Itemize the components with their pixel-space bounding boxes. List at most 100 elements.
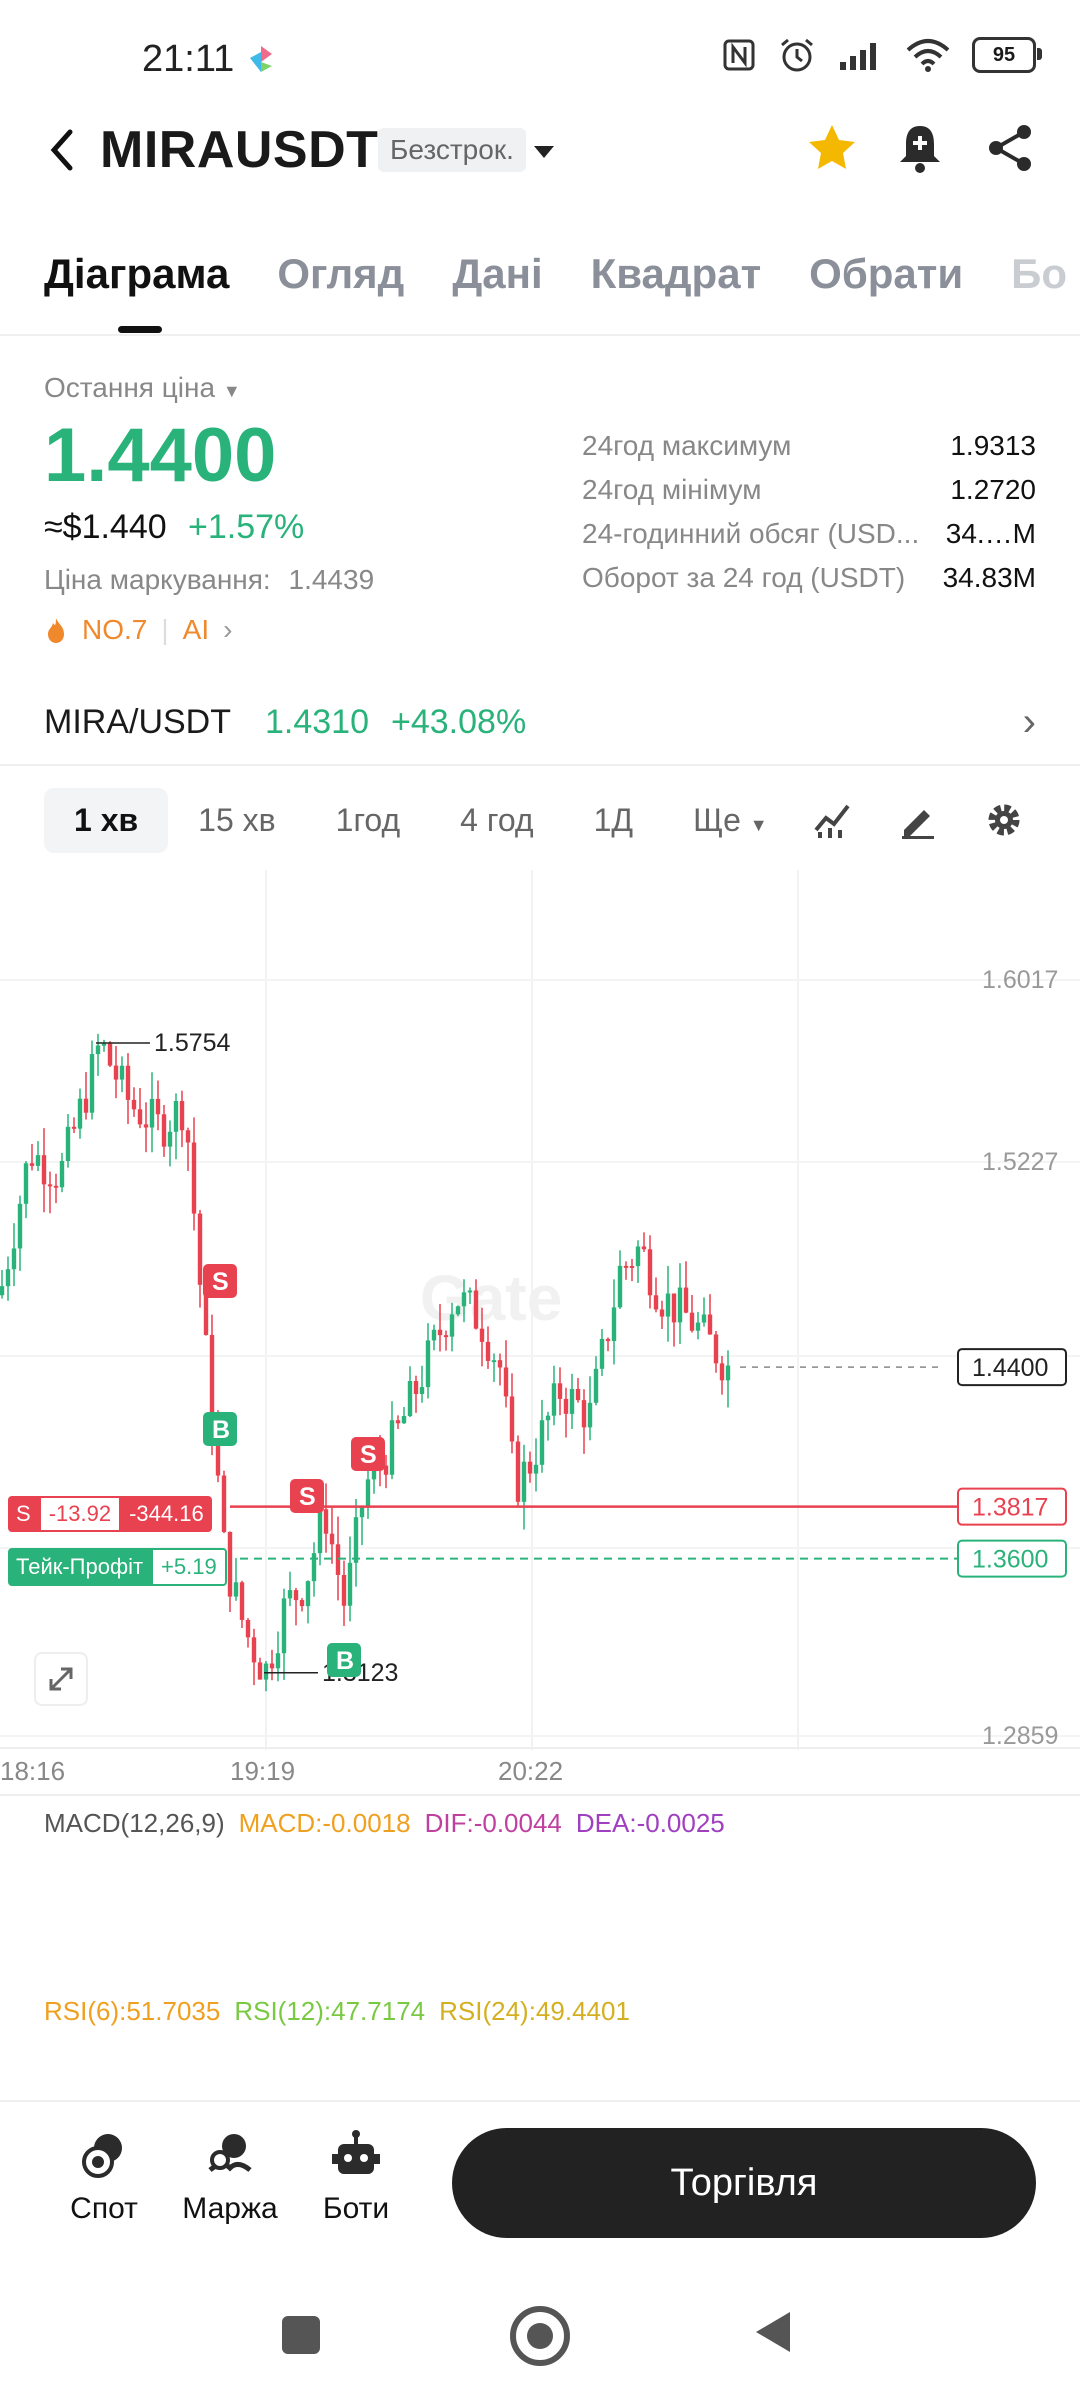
- candle-body: [563, 1398, 569, 1414]
- system-back-button[interactable]: [752, 2308, 794, 2356]
- order-price-tag-box: [957, 1487, 1067, 1526]
- candle-body: [281, 1598, 287, 1654]
- symbol-title[interactable]: MIRAUSDT: [100, 121, 379, 179]
- status-icons: 95: [722, 36, 1042, 74]
- take-profit-price-tag: 1.3600: [972, 1546, 1048, 1574]
- stats-panel: 24год максимум 1.9313 24год мінімум 1.2720…: [582, 424, 1036, 600]
- tab-chart[interactable]: Діаграма: [44, 250, 230, 297]
- tab-bots[interactable]: Бо: [1011, 250, 1068, 297]
- nav-margin[interactable]: Маржа: [170, 2130, 290, 2226]
- high-price-label: 1.5754: [154, 1029, 231, 1057]
- candle-body: [455, 1306, 461, 1315]
- rank-separator: |: [161, 614, 169, 645]
- expand-icon: [49, 1667, 73, 1691]
- candle-body: [413, 1381, 419, 1394]
- candle-body: [395, 1420, 401, 1424]
- candle-body: [605, 1338, 611, 1342]
- trade-marker-label: S: [212, 1268, 229, 1296]
- timeframe-more[interactable]: Ще ▼: [663, 788, 798, 853]
- stat-value: 34.…M: [945, 518, 1036, 549]
- timeframe-15m[interactable]: 15 хв: [198, 802, 276, 838]
- candle-body: [329, 1533, 335, 1545]
- candle-body: [35, 1155, 41, 1166]
- candle-body: [221, 1475, 227, 1533]
- candle-body: [485, 1341, 491, 1361]
- candle-body: [143, 1124, 149, 1128]
- mark-price-value: 1.4439: [288, 564, 375, 595]
- flame-icon: [48, 618, 64, 643]
- stat-24h-turnover: Оборот за 24 год (USDT) 34.83M: [582, 556, 1036, 600]
- candle-body: [53, 1185, 59, 1188]
- candle-body: [239, 1582, 245, 1620]
- last-price-label: Остання ціна: [44, 372, 216, 403]
- main-tabs: Діаграма Огляд Дані Квадрат Обрати Бо: [44, 250, 1067, 298]
- tab-data[interactable]: Дані: [452, 250, 543, 297]
- candle-body: [41, 1155, 47, 1185]
- stat-24h-high: 24год максимум 1.9313: [582, 424, 1036, 468]
- candlestick-chart[interactable]: Gate 1.6017 1.5227 1.2859 18:16 19:19 20:22 1.5…: [0, 870, 1080, 1800]
- stat-value: 1.9313: [950, 430, 1036, 461]
- current-price-tag-box: [957, 1348, 1067, 1387]
- tab-square[interactable]: Квадрат: [590, 250, 762, 297]
- tab-overview[interactable]: Огляд: [277, 250, 405, 297]
- candle-body: [419, 1387, 425, 1394]
- candle-body: [227, 1532, 233, 1597]
- take-profit-value: +5.19: [151, 1548, 227, 1586]
- nav-spot-label: Спот: [70, 2192, 138, 2225]
- candle-body: [557, 1383, 563, 1399]
- last-price-label-row[interactable]: Остання ціна ▼: [44, 372, 241, 404]
- timeframe-1m[interactable]: 1 хв: [44, 788, 169, 853]
- chevron-down-icon[interactable]: [532, 142, 556, 162]
- candle-body: [101, 1043, 107, 1046]
- drawing-pen-icon[interactable]: [898, 800, 938, 840]
- nav-spot[interactable]: Спот: [44, 2130, 164, 2226]
- candle-body: [23, 1163, 29, 1204]
- candle-body: [611, 1307, 617, 1342]
- candle-body: [461, 1292, 467, 1307]
- position-tag[interactable]: S -13.92 -344.16: [8, 1496, 212, 1532]
- trade-marker-label: B: [212, 1416, 230, 1444]
- candle-body: [689, 1312, 695, 1331]
- macd-dif: DIF:-0.0044: [424, 1808, 562, 1838]
- candle-body: [719, 1363, 725, 1381]
- candle-body: [653, 1295, 659, 1310]
- contract-type-badge[interactable]: Безстрок.: [378, 128, 526, 172]
- chart-settings-gear-icon[interactable]: [984, 800, 1024, 840]
- take-profit-tag[interactable]: Тейк-Профіт +5.19: [8, 1548, 227, 1586]
- candle-body: [191, 1142, 197, 1214]
- active-tab-indicator: [118, 326, 162, 333]
- timeframe-1d[interactable]: 1Д: [593, 802, 634, 838]
- share-icon[interactable]: [986, 122, 1034, 174]
- timeframe-1h[interactable]: 1год: [335, 802, 401, 838]
- tab-select[interactable]: Обрати: [809, 250, 964, 297]
- indicators-icon[interactable]: [812, 800, 852, 840]
- candle-body: [209, 1334, 215, 1436]
- back-arrow-icon[interactable]: [44, 122, 78, 178]
- candle-body: [509, 1396, 515, 1442]
- trade-button[interactable]: Торгівля: [452, 2128, 1036, 2238]
- candle-body: [449, 1314, 455, 1337]
- candle-body: [257, 1662, 263, 1680]
- fullscreen-button[interactable]: [34, 1652, 88, 1706]
- price-alert-bell-icon[interactable]: [896, 122, 944, 174]
- candle-body: [341, 1574, 347, 1606]
- candle-body: [683, 1287, 689, 1313]
- timeframe-more-label: Ще: [693, 802, 741, 838]
- trade-marker: [351, 1437, 385, 1471]
- favorite-star-icon[interactable]: [806, 122, 858, 174]
- candle-body: [317, 1509, 323, 1554]
- nav-bots[interactable]: Боти: [296, 2130, 416, 2226]
- system-recents-button[interactable]: [282, 2316, 320, 2354]
- candle-body: [491, 1360, 497, 1363]
- spot-pair-row[interactable]: MIRA/USDT 1.4310 +43.08% ›: [44, 700, 1036, 745]
- timeframe-4h[interactable]: 4 год: [460, 802, 534, 838]
- candle-body: [275, 1653, 281, 1669]
- candle-body: [161, 1114, 167, 1147]
- hot-rank-row[interactable]: NO.7 | AI ›: [44, 614, 232, 646]
- candle-body: [299, 1600, 305, 1607]
- system-home-button[interactable]: [510, 2306, 570, 2366]
- candle-body: [335, 1544, 341, 1575]
- candle-body: [245, 1619, 251, 1638]
- candle-body: [401, 1416, 407, 1424]
- rsi-6: RSI(6):51.7035: [44, 1996, 221, 2026]
